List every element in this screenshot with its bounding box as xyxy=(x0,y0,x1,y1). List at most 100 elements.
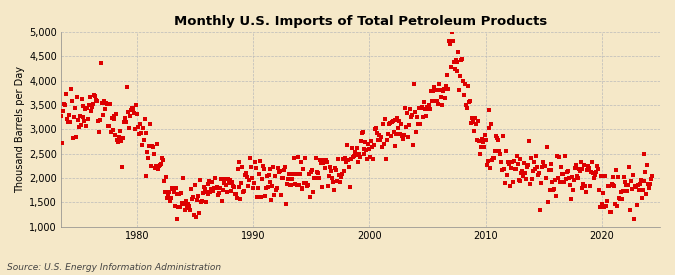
Point xyxy=(379,116,390,121)
Point xyxy=(519,161,530,166)
Point xyxy=(641,192,652,196)
Point xyxy=(638,179,649,183)
Point xyxy=(323,174,334,178)
Point xyxy=(523,163,534,168)
Point xyxy=(335,180,346,184)
Point xyxy=(264,180,275,184)
Point xyxy=(350,150,360,154)
Point xyxy=(413,106,424,111)
Point xyxy=(219,181,230,185)
Point xyxy=(459,93,470,97)
Point xyxy=(277,176,288,180)
Point xyxy=(128,106,138,111)
Point xyxy=(482,158,493,163)
Point xyxy=(635,178,646,182)
Point xyxy=(262,185,273,189)
Point xyxy=(548,188,559,192)
Point xyxy=(195,200,206,204)
Point xyxy=(582,167,593,172)
Point xyxy=(321,158,331,162)
Point xyxy=(385,134,396,139)
Point xyxy=(161,196,172,200)
Point xyxy=(296,186,307,190)
Point xyxy=(569,166,580,170)
Point xyxy=(591,163,602,168)
Point xyxy=(259,166,269,171)
Point xyxy=(597,202,608,206)
Point xyxy=(256,177,267,182)
Point xyxy=(68,115,79,119)
Point xyxy=(630,185,641,189)
Point xyxy=(472,119,483,123)
Point xyxy=(443,39,454,43)
Point xyxy=(293,183,304,188)
Point xyxy=(170,186,181,190)
Point xyxy=(483,108,494,112)
Point xyxy=(495,152,506,156)
Point xyxy=(359,146,370,151)
Point xyxy=(464,100,475,104)
Point xyxy=(609,184,620,188)
Point xyxy=(214,191,225,195)
Point xyxy=(235,197,246,201)
Point xyxy=(470,122,481,127)
Point xyxy=(356,131,367,136)
Point xyxy=(212,185,223,189)
Point xyxy=(646,177,657,181)
Point xyxy=(245,156,256,161)
Point xyxy=(226,180,237,184)
Point xyxy=(224,178,235,182)
Point xyxy=(618,188,628,193)
Point xyxy=(564,176,574,181)
Point xyxy=(499,167,510,171)
Point xyxy=(585,184,595,188)
Point xyxy=(591,170,601,174)
Point xyxy=(166,185,177,190)
Point xyxy=(468,120,479,125)
Point xyxy=(168,190,179,194)
Point xyxy=(169,204,180,208)
Point xyxy=(315,158,325,163)
Point xyxy=(334,173,345,178)
Point xyxy=(537,160,548,164)
Point xyxy=(435,88,446,93)
Point xyxy=(250,160,261,164)
Point xyxy=(348,155,358,159)
Point xyxy=(239,189,250,193)
Point xyxy=(603,184,614,189)
Point xyxy=(497,134,508,138)
Point xyxy=(315,161,326,165)
Point xyxy=(621,183,632,188)
Point xyxy=(599,204,610,209)
Point xyxy=(554,155,564,160)
Point xyxy=(628,216,639,221)
Point xyxy=(205,189,216,194)
Point xyxy=(86,108,97,113)
Point xyxy=(451,69,462,74)
Point xyxy=(343,158,354,163)
Point xyxy=(624,165,634,169)
Point xyxy=(437,103,448,107)
Point xyxy=(57,141,68,145)
Point xyxy=(237,165,248,169)
Point xyxy=(477,137,487,142)
Point xyxy=(331,168,342,172)
Point xyxy=(301,181,312,185)
Point xyxy=(439,96,450,100)
Point xyxy=(387,119,398,123)
Point xyxy=(412,122,423,127)
Point xyxy=(539,164,550,169)
Point xyxy=(174,192,185,196)
Point xyxy=(143,156,154,160)
Point xyxy=(132,112,142,116)
Point xyxy=(539,164,549,168)
Point xyxy=(512,162,523,166)
Point xyxy=(404,107,415,111)
Point xyxy=(373,138,383,142)
Point xyxy=(466,121,477,125)
Point xyxy=(72,95,82,100)
Point xyxy=(295,160,306,164)
Point xyxy=(288,156,299,161)
Point xyxy=(481,163,492,167)
Point xyxy=(608,183,619,187)
